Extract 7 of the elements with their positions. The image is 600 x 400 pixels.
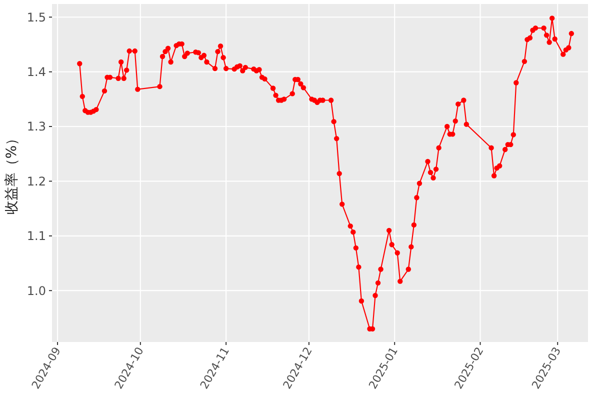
y-tick-label: 1.4: [26, 65, 46, 80]
y-axis-title: 收益率（%）: [4, 131, 20, 215]
y-tick-label: 1.0: [26, 284, 46, 298]
y-tick-label: 1.2: [26, 174, 46, 188]
y-tick-label: 1.5: [26, 10, 46, 24]
y-tick-label: 1.1: [26, 229, 46, 244]
y-tick-label: 1.3: [26, 120, 46, 134]
